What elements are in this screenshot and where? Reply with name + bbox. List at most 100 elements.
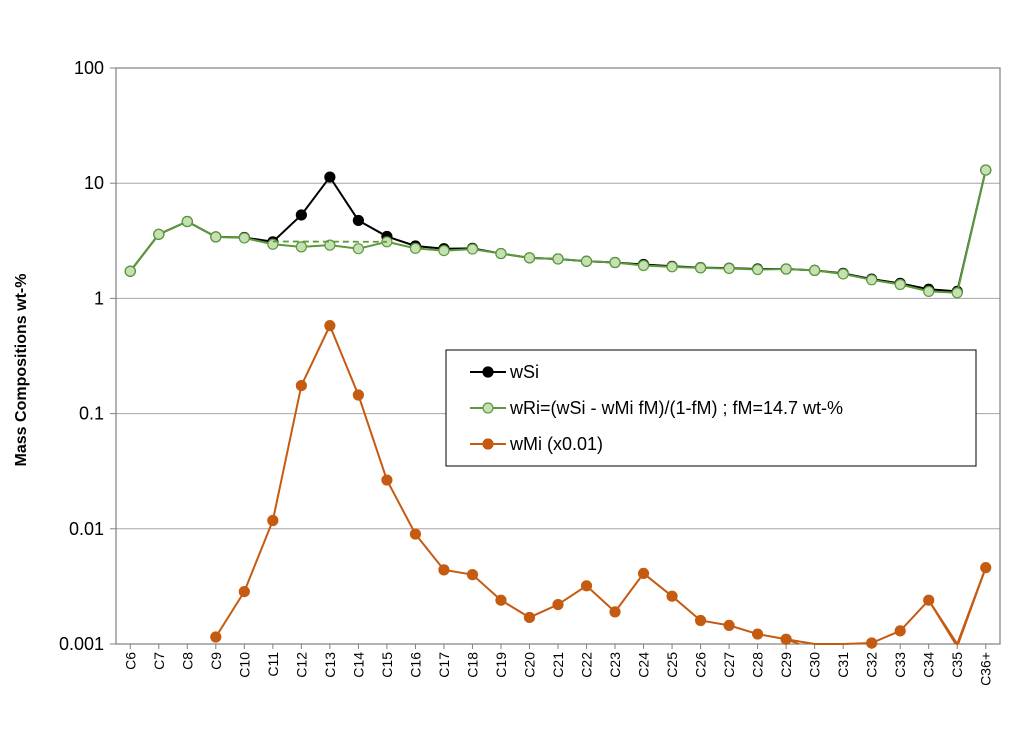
- data-point: [466, 569, 479, 581]
- series-line: [129, 169, 987, 293]
- y-tick-label: 0.1: [79, 404, 104, 424]
- data-point: [352, 214, 364, 227]
- data-point: [752, 628, 764, 640]
- data-point: [752, 263, 764, 276]
- data-point: [324, 171, 336, 183]
- data-point: [495, 594, 507, 606]
- data-point: [866, 274, 878, 286]
- data-point: [381, 474, 393, 486]
- data-point: [580, 255, 593, 267]
- legend-marker: [482, 402, 494, 414]
- y-tick-label: 0.01: [69, 519, 104, 539]
- data-point: [523, 252, 536, 264]
- data-point: [980, 164, 992, 176]
- data-point: [637, 567, 650, 580]
- data-point: [837, 268, 849, 280]
- data-point: [694, 614, 707, 627]
- x-tick-label: C36+: [978, 652, 994, 686]
- data-point: [324, 320, 336, 332]
- data-point: [809, 264, 821, 277]
- data-point: [894, 278, 906, 291]
- x-tick-label: C15: [379, 652, 395, 678]
- data-point: [609, 256, 621, 269]
- x-tick-label: C33: [892, 652, 908, 678]
- data-point: [609, 606, 621, 618]
- x-tick-label: C23: [607, 652, 623, 678]
- x-tick-label: C22: [579, 652, 595, 678]
- legend-item-2: wMi (x0.01): [470, 434, 603, 454]
- y-tick-label: 1: [94, 288, 104, 308]
- x-tick-label: C27: [721, 652, 737, 678]
- x-tick-label: C29: [778, 652, 794, 678]
- series-1: [124, 164, 992, 299]
- data-point: [181, 215, 193, 228]
- x-tick-label: C10: [236, 652, 252, 678]
- x-tick-label: C26: [693, 652, 709, 678]
- data-point: [923, 594, 935, 606]
- x-tick-label: C34: [921, 652, 937, 678]
- data-point: [666, 590, 678, 602]
- data-point: [124, 265, 136, 277]
- data-point: [894, 625, 906, 637]
- data-point: [523, 611, 536, 624]
- data-point: [552, 253, 564, 265]
- data-point: [295, 380, 307, 392]
- x-tick-label: C20: [521, 652, 537, 678]
- y-axis-ticks: 100 10 1 0.1 0.01 0.001: [59, 58, 116, 654]
- data-point: [923, 285, 935, 298]
- data-point: [409, 528, 422, 540]
- x-tick-label: C31: [835, 652, 851, 678]
- x-tick-label: C9: [208, 652, 224, 670]
- legend-label: wMi (x0.01): [509, 434, 603, 454]
- legend-item-1: wRi=(wSi - wMi fM)/(1-fM) ; fM=14.7 wt-%: [470, 398, 843, 418]
- x-tick-label: C16: [407, 652, 423, 678]
- data-point: [295, 209, 307, 221]
- data-point: [267, 514, 279, 527]
- data-point: [466, 243, 479, 255]
- data-point: [438, 244, 450, 257]
- x-tick-label: C25: [664, 652, 680, 678]
- series-line-clipped: [927, 599, 957, 645]
- data-point: [552, 598, 564, 611]
- data-point: [238, 232, 250, 244]
- x-axis-ticks: C6 C7 C8 C9 C10 C11 C12 C13 C14 C15 C16 C17 C18 C19 C2…: [122, 644, 994, 686]
- x-tick-label: C14: [350, 652, 366, 678]
- data-point: [438, 564, 450, 576]
- x-tick-label: C19: [493, 652, 509, 678]
- data-point: [324, 239, 336, 251]
- data-point: [409, 242, 422, 254]
- y-tick-label: 100: [74, 58, 104, 78]
- x-tick-label: C11: [265, 652, 281, 677]
- y-tick-label: 0.001: [59, 634, 104, 654]
- data-point: [723, 262, 735, 275]
- data-point: [866, 637, 878, 649]
- x-tick-label: C6: [122, 652, 138, 670]
- x-tick-label: C32: [864, 652, 880, 678]
- x-tick-label: C8: [179, 652, 195, 670]
- data-point: [780, 633, 792, 645]
- x-tick-label: C30: [807, 652, 823, 678]
- data-point: [153, 228, 165, 240]
- legend-marker: [482, 366, 494, 378]
- x-tick-label: C17: [436, 652, 452, 678]
- data-point: [723, 619, 735, 632]
- series-line: [214, 323, 987, 647]
- x-tick-label: C24: [636, 652, 652, 678]
- data-point: [295, 241, 307, 253]
- data-point: [352, 243, 364, 255]
- data-point: [495, 247, 507, 260]
- series-line: [129, 169, 987, 294]
- data-point: [210, 231, 222, 243]
- data-point: [580, 580, 593, 592]
- x-tick-label: C13: [322, 652, 338, 678]
- legend-label: wRi=(wSi - wMi fM)/(1-fM) ; fM=14.7 wt-%: [509, 398, 843, 418]
- x-tick-label: C28: [750, 652, 766, 678]
- legend-marker: [482, 438, 494, 450]
- y-axis-label: Mass Compositions wt-%: [13, 274, 30, 467]
- data-point: [352, 389, 364, 401]
- data-point: [666, 261, 678, 273]
- data-point: [780, 263, 792, 275]
- data-point: [238, 586, 250, 598]
- legend-item-0: wSi: [470, 362, 539, 382]
- x-tick-label: C12: [293, 652, 309, 678]
